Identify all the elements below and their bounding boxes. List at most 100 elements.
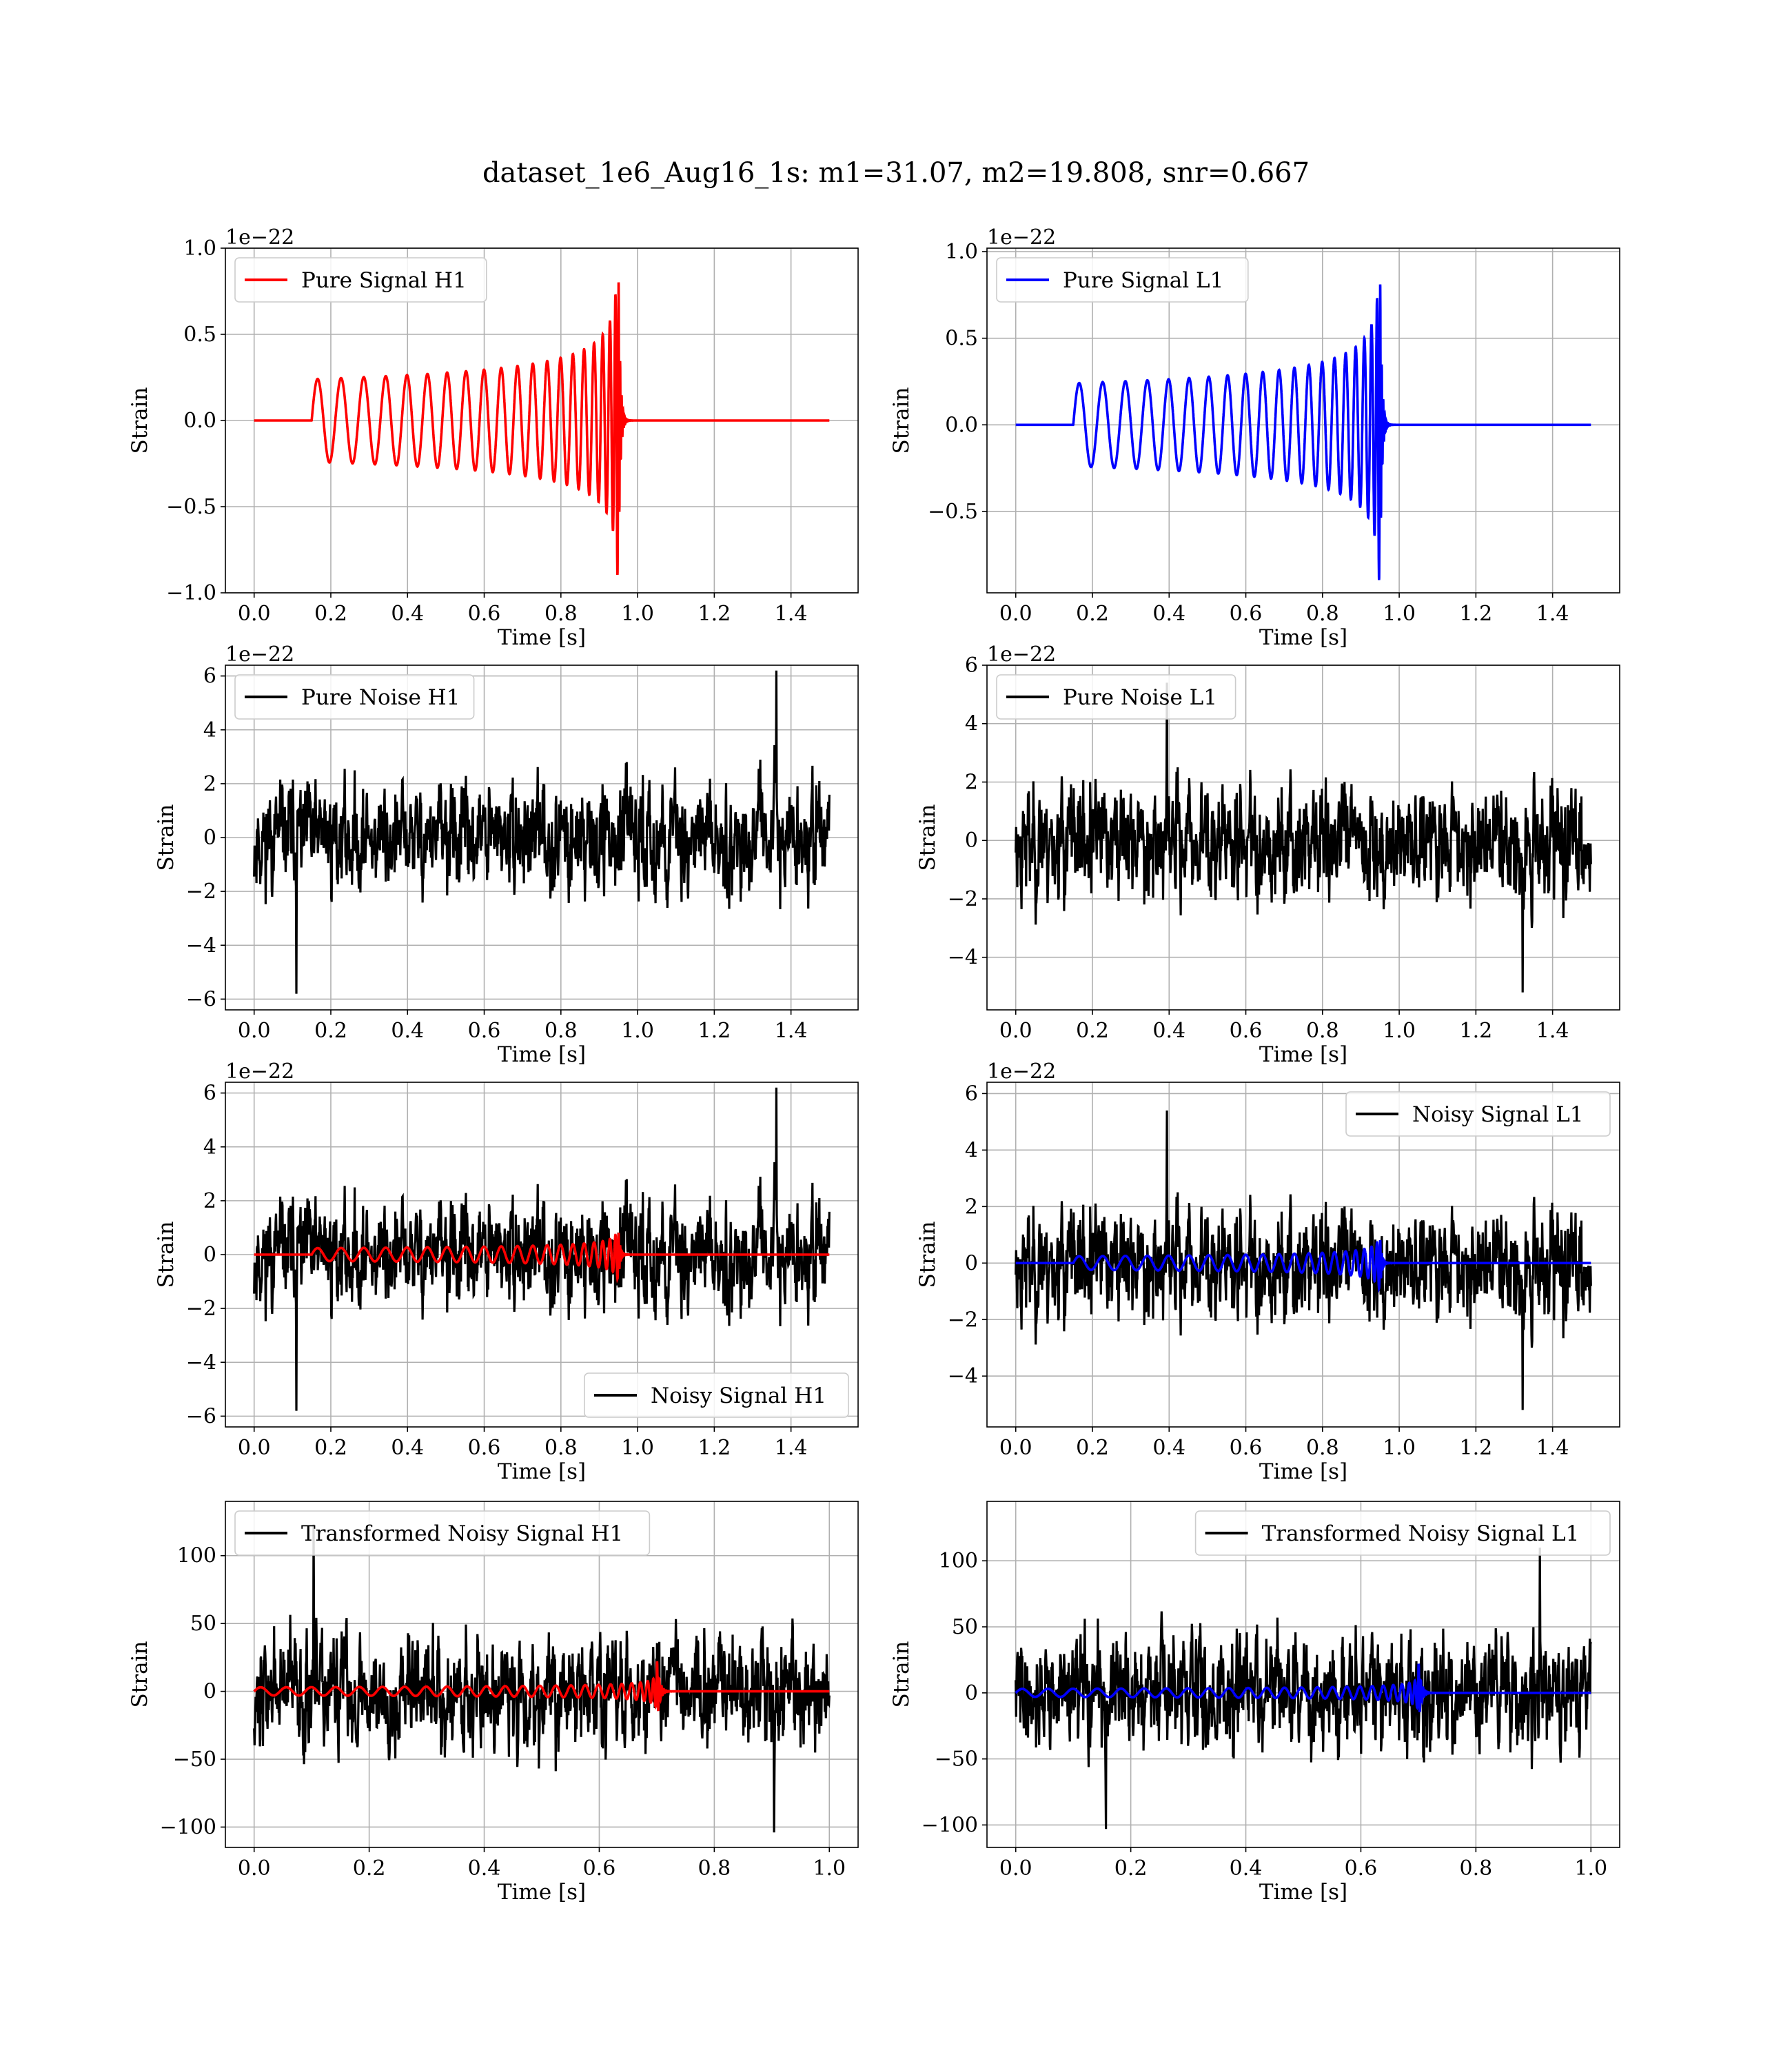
x-axis-label: Time [s] [1259,1042,1347,1067]
y-axis-label: Strain [889,387,914,454]
x-tick-label: 0.6 [468,1436,501,1460]
x-axis-label: Time [s] [498,1042,586,1067]
offset-text: 1e−22 [225,225,294,250]
offset-text: 1e−22 [225,1060,294,1084]
legend-box [996,257,1249,303]
x-tick-label: 0.2 [314,602,347,626]
x-tick-label: 0.4 [1230,1856,1263,1881]
offset-text: 1e−22 [987,225,1056,250]
legend: Transformed Noisy Signal H1 [234,1510,651,1556]
x-tick-label: 0.6 [1345,1856,1378,1881]
x-tick-label: 1.2 [1460,1019,1493,1043]
y-tick-label: −0.5 [166,495,216,519]
legend: Noisy Signal L1 [1345,1091,1611,1137]
noise-series-line [1015,1548,1592,1829]
y-tick-label: −6 [186,1404,216,1428]
figure-title: dataset_1e6_Aug16_1s: m1=31.07, m2=19.80… [482,157,1310,189]
x-tick-label: 1.4 [775,602,808,626]
signal-series-line [254,282,830,576]
signal-series-line [253,1661,830,1712]
noise-series-line [253,670,831,994]
y-tick-label: 6 [203,1082,216,1106]
y-tick-label: 0 [203,1680,216,1704]
y-tick-label: −100 [922,1813,978,1837]
subplot-noisy-signal-h1: 0.0 0.2 0.4 0.6 0.8 1.0 1.2 1.4 −6 −4 −2 0 2 4 6 Time [… [154,1060,859,1484]
signal-series-line [1015,1239,1591,1293]
y-tick-label: −100 [160,1815,216,1839]
y-tick-label: −50 [173,1747,216,1772]
signal-series-line [1015,284,1591,580]
legend: Noisy Signal H1 [584,1372,849,1418]
x-tick-label: 0.8 [1306,1436,1339,1460]
x-axis-label: Time [s] [1259,1880,1347,1905]
x-tick-label: 0.4 [391,1019,424,1043]
plot-area [253,670,831,994]
legend-box [234,257,487,303]
legend: Pure Signal H1 [234,257,487,303]
x-tick-label: 0.6 [1230,602,1263,626]
x-tick-label: 0.6 [583,1856,616,1881]
x-tick-label: 0.8 [1460,1856,1493,1881]
plot-area [1015,284,1591,580]
legend-label: Noisy Signal L1 [1412,1102,1584,1127]
x-tick-label: 0.8 [544,602,578,626]
y-tick-label: 0.5 [945,327,978,351]
legend: Pure Noise L1 [996,674,1236,720]
x-tick-label: 0.0 [238,1436,271,1460]
y-axis-label: Strain [128,387,152,454]
subplot-noisy-signal-l1: 0.0 0.2 0.4 0.6 0.8 1.0 1.2 1.4 −4 −2 0 2 4 6 Time [s]… [915,1060,1620,1484]
x-tick-label: 0.4 [391,1436,424,1460]
legend-box [234,674,475,720]
noise-series-line [253,1524,831,1833]
x-tick-label: 0.2 [1076,1436,1109,1460]
y-tick-label: 2 [203,1189,216,1213]
x-tick-label: 1.0 [1574,1856,1607,1881]
plot-area [1015,682,1592,993]
noise-series-line [1015,682,1592,993]
y-tick-label: 6 [965,1082,978,1106]
y-tick-label: 0 [965,1251,978,1275]
x-tick-label: 1.0 [1383,602,1416,626]
y-tick-label: −0.5 [928,500,978,524]
plot-area [1015,1110,1592,1410]
legend-label: Pure Noise H1 [301,685,460,710]
y-tick-label: −50 [935,1747,978,1772]
y-tick-label: 1.0 [183,236,216,261]
x-tick-label: 0.4 [1152,1019,1185,1043]
x-tick-label: 0.2 [314,1019,347,1043]
noise-series-line [253,1087,831,1411]
plot-area [253,1524,831,1833]
x-tick-label: 0.0 [999,1019,1032,1043]
offset-text: 1e−22 [225,642,294,667]
x-tick-label: 1.0 [621,602,654,626]
x-tick-label: 0.8 [544,1436,578,1460]
x-tick-label: 1.0 [621,1019,654,1043]
x-tick-label: 1.4 [775,1436,808,1460]
x-tick-label: 0.0 [999,1856,1032,1881]
legend-label: Pure Signal L1 [1063,268,1223,293]
x-axis-label: Time [s] [498,1459,586,1484]
axes-frame [986,1501,1620,1848]
subplot-transformed-noisy-signal-h1: 0.0 0.2 0.4 0.6 0.8 1.0 −100 −50 0 50 100 Time [s] S… [128,1501,859,1905]
x-tick-label: 1.2 [1460,1436,1493,1460]
legend-box [1194,1510,1611,1556]
y-axis-label: Strain [915,804,940,871]
y-tick-label: 4 [965,712,978,736]
subplot-pure-noise-l1: 0.0 0.2 0.4 0.6 0.8 1.0 1.2 1.4 −4 −2 0 2 4 6 Time [s]… [915,642,1620,1067]
y-tick-label: 6 [965,653,978,678]
y-tick-label: 0 [203,826,216,850]
subplot-pure-noise-h1: 0.0 0.2 0.4 0.6 0.8 1.0 1.2 1.4 −6 −4 −2 0 2 4 6 Time [… [154,642,859,1067]
x-tick-label: 1.2 [1460,602,1493,626]
legend-label: Transformed Noisy Signal H1 [301,1521,623,1546]
y-axis-label: Strain [154,1221,179,1288]
x-tick-label: 0.2 [1076,1019,1109,1043]
legend-label: Transformed Noisy Signal L1 [1262,1521,1580,1546]
y-tick-label: −1.0 [166,581,216,605]
x-axis-label: Time [s] [498,1880,586,1905]
axes-frame [225,1501,859,1848]
x-axis-label: Time [s] [498,625,586,650]
y-tick-label: −2 [948,887,978,911]
x-tick-label: 1.4 [1536,1019,1569,1043]
axes-frame [986,247,1620,594]
